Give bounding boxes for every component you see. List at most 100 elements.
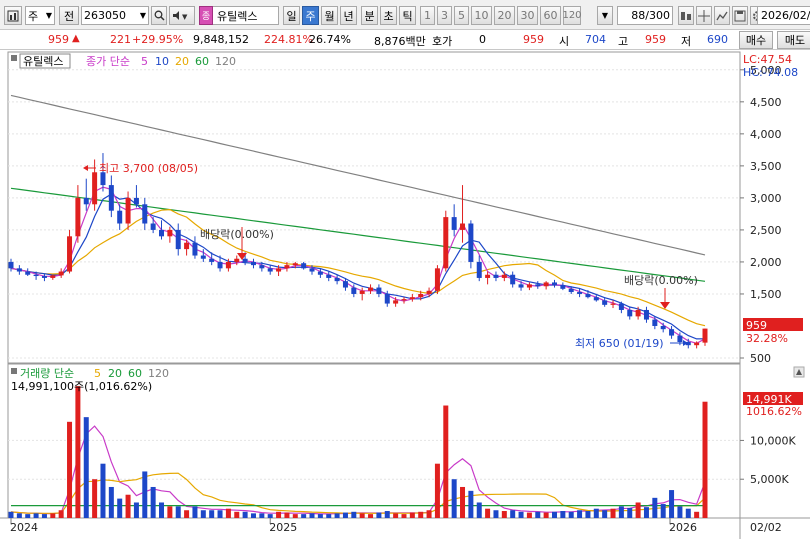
low-annotation-text: 최저 650 (01/19) bbox=[575, 337, 664, 350]
interval-120[interactable]: 120 bbox=[562, 6, 582, 25]
volume-bar bbox=[409, 512, 415, 518]
volume-bar bbox=[58, 510, 64, 518]
date-input[interactable]: 2026/02/ bbox=[757, 6, 810, 25]
volume-badge-pct: 1016.62% bbox=[746, 405, 802, 418]
period-month[interactable]: 월 bbox=[321, 6, 338, 25]
candle-body bbox=[184, 242, 190, 250]
volume-bar bbox=[476, 502, 482, 518]
trade-volume: 9,848,152 bbox=[193, 33, 249, 46]
candle-body bbox=[309, 268, 315, 272]
volume-bar bbox=[83, 417, 89, 518]
candle-body bbox=[100, 172, 106, 186]
volume-ratio: 224.81% bbox=[264, 33, 313, 46]
dropdown-icon[interactable]: ▼ bbox=[597, 6, 613, 25]
volume-bar bbox=[627, 507, 633, 518]
candle-body bbox=[242, 258, 248, 262]
price-change: 221 bbox=[110, 33, 131, 46]
crosshair-icon[interactable] bbox=[696, 6, 712, 25]
candle-body bbox=[217, 261, 223, 269]
volume-axis: 10,000K 5,000K bbox=[740, 434, 796, 486]
chart-settings-icon[interactable] bbox=[4, 6, 22, 25]
volume-bar bbox=[652, 497, 658, 518]
save-icon[interactable] bbox=[732, 6, 748, 25]
stock-code-value: 263050 bbox=[84, 9, 126, 22]
interval-5[interactable]: 5 bbox=[454, 6, 469, 25]
volume-bar bbox=[593, 508, 599, 518]
candle-body bbox=[526, 284, 532, 288]
x-right-label: 02/02 bbox=[750, 521, 782, 534]
volume-bar bbox=[610, 508, 616, 518]
interval-30[interactable]: 30 bbox=[517, 6, 538, 25]
stock-code-input[interactable]: 263050 ▼ bbox=[81, 6, 149, 25]
price-badge: 959 32.28% bbox=[743, 318, 803, 345]
legend-ma10: 10 bbox=[155, 55, 169, 68]
period-tick[interactable]: 틱 bbox=[399, 6, 416, 25]
candle-body bbox=[250, 261, 256, 266]
buy-button[interactable]: 매수 bbox=[739, 31, 773, 49]
candle-body bbox=[234, 258, 240, 262]
volume-bar bbox=[41, 514, 47, 518]
scroll-up-icon[interactable] bbox=[793, 366, 805, 378]
candle-body bbox=[342, 281, 348, 288]
period-second[interactable]: 초 bbox=[380, 6, 397, 25]
candle-body bbox=[476, 261, 482, 278]
candle-body bbox=[334, 277, 340, 282]
candle-body bbox=[368, 287, 374, 291]
candle-body bbox=[468, 223, 474, 262]
turnover-rate: 26.74% bbox=[309, 33, 351, 46]
candle-body bbox=[150, 223, 156, 230]
candle-body bbox=[434, 268, 440, 291]
volume-bar bbox=[25, 514, 31, 518]
candle-body bbox=[209, 258, 215, 262]
volume-bar bbox=[317, 514, 323, 518]
high-price: 959 bbox=[645, 33, 666, 46]
market-select[interactable]: 주 ▼ bbox=[25, 6, 55, 25]
period-select-button[interactable]: 전 bbox=[59, 6, 79, 25]
period-day[interactable]: 일 bbox=[283, 6, 300, 25]
stock-chart[interactable]: 5,000 4,500 4,000 3,500 3,000 2,500 2,000 1,500… bbox=[0, 50, 810, 539]
candle-body bbox=[535, 284, 541, 287]
volume-bar bbox=[225, 508, 231, 518]
interval-60[interactable]: 60 bbox=[540, 6, 561, 25]
sell-button[interactable]: 매도 bbox=[777, 31, 810, 49]
period-year[interactable]: 년 bbox=[340, 6, 357, 25]
interval-3[interactable]: 3 bbox=[437, 6, 452, 25]
period-minute[interactable]: 분 bbox=[361, 6, 378, 25]
volume-bar bbox=[669, 490, 675, 518]
candle-body bbox=[192, 242, 198, 256]
interval-20[interactable]: 20 bbox=[494, 6, 515, 25]
candle-body bbox=[108, 185, 114, 211]
volume-bar bbox=[16, 513, 22, 518]
volume-bar bbox=[8, 511, 14, 518]
legend-vol-ma60: 60 bbox=[128, 367, 142, 380]
chevron-down-icon: ▼ bbox=[45, 11, 52, 20]
chevron-down-icon: ▼ bbox=[139, 11, 146, 20]
volume-bars bbox=[8, 386, 708, 518]
candle-body bbox=[460, 223, 466, 230]
low-label: 저 bbox=[681, 35, 692, 48]
volume-panel bbox=[7, 363, 741, 519]
volume-bar bbox=[510, 510, 516, 518]
ma20-line bbox=[10, 208, 706, 327]
volume-bar bbox=[234, 511, 240, 518]
interval-1[interactable]: 1 bbox=[420, 6, 435, 25]
candle-body bbox=[41, 276, 47, 278]
volume-bar bbox=[184, 510, 190, 518]
volume-bar bbox=[342, 512, 348, 518]
candle-body bbox=[376, 287, 382, 294]
volume-bar bbox=[618, 506, 624, 518]
speaker-icon[interactable]: ▼ bbox=[169, 6, 195, 25]
x-tick-label: 2024 bbox=[10, 521, 38, 534]
candle-body bbox=[292, 263, 298, 266]
chart-line-icon[interactable] bbox=[714, 6, 730, 25]
display-count[interactable]: 88/300 bbox=[617, 6, 673, 25]
tools-icon[interactable] bbox=[678, 6, 694, 25]
period-week[interactable]: 주 bbox=[302, 6, 319, 25]
candle-body bbox=[493, 274, 499, 278]
interval-10[interactable]: 10 bbox=[471, 6, 492, 25]
search-icon[interactable] bbox=[151, 6, 167, 25]
volume-bar bbox=[643, 507, 649, 518]
high-label: 고 bbox=[618, 35, 629, 48]
current-price: 959 bbox=[48, 33, 69, 46]
chart-toolbar: 주 ▼ 전 263050 ▼ ▼ 종 유틸렉스 일 주 월 년 분 초 틱 1 … bbox=[0, 0, 810, 30]
